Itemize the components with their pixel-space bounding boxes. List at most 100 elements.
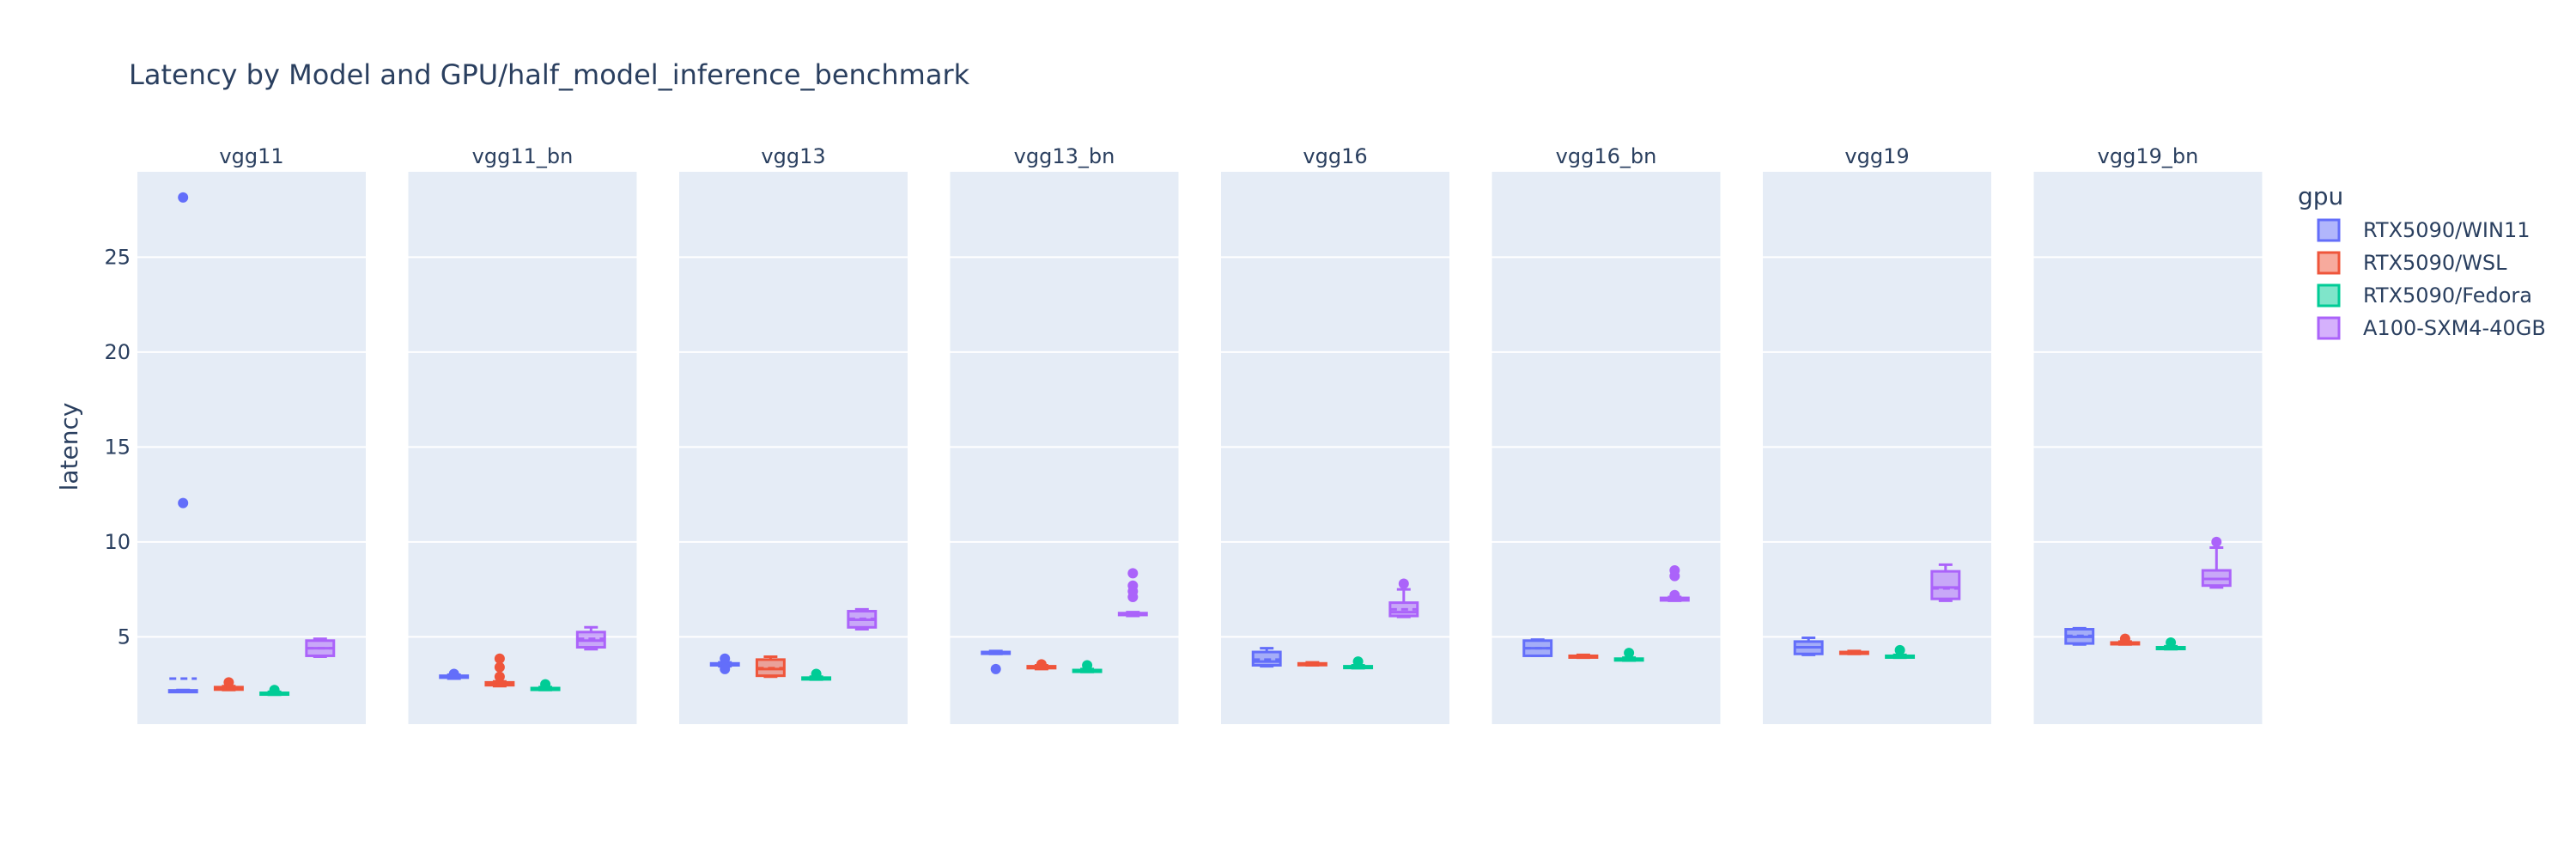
y-tick-label: 25 <box>104 245 131 269</box>
box <box>1343 656 1374 670</box>
panel-label: vgg19 <box>1844 144 1909 168</box>
box <box>167 192 198 694</box>
legend-swatch <box>2317 251 2341 275</box>
box-body <box>1930 570 1961 600</box>
legend-label: A100-SXM4-40GB <box>2363 316 2546 340</box>
outlier-point <box>494 671 505 682</box>
chart-title: Latency by Model and GPU/half_model_infe… <box>129 58 970 91</box>
legend-title: gpu <box>2298 182 2343 210</box>
facet-panel: vgg11 <box>137 144 366 724</box>
panel-label: vgg16 <box>1303 144 1367 168</box>
outlier-point <box>494 661 505 673</box>
box <box>2110 633 2141 646</box>
outlier-point <box>1036 659 1047 670</box>
y-axis-label: latency <box>55 403 83 491</box>
box <box>1568 653 1599 660</box>
box <box>1838 649 1869 655</box>
outlier-point <box>1127 580 1139 591</box>
legend-swatch <box>2317 218 2341 242</box>
box <box>2201 536 2232 589</box>
outlier-point <box>1624 648 1635 659</box>
outlier-point <box>1669 565 1680 576</box>
outlier-point <box>2166 637 2177 648</box>
outlier-point <box>1352 656 1364 667</box>
outlier-point <box>811 668 822 679</box>
box <box>1613 648 1644 662</box>
facet-panel: vgg13 <box>679 144 908 724</box>
outlier-point <box>448 668 459 679</box>
box <box>2155 637 2186 651</box>
legend: gpu RTX5090/WIN11 RTX5090/WSL RTX5090/Fedo… <box>2298 182 2546 340</box>
outlier-point <box>1082 660 1093 671</box>
y-tick-label: 15 <box>104 435 131 459</box>
facet-panels: vgg11 vgg11_bn vgg13 vgg13_bn vgg16 vgg16_bn v… <box>137 144 2263 724</box>
box <box>801 668 832 681</box>
outlier-point <box>720 663 731 674</box>
box <box>439 668 470 680</box>
y-tick-label: 5 <box>118 624 131 649</box>
box <box>1072 660 1103 673</box>
outlier-point <box>494 653 505 664</box>
box <box>484 653 515 688</box>
box <box>1251 647 1282 668</box>
outlier-point <box>1127 568 1139 579</box>
box <box>1297 661 1327 667</box>
legend-item: RTX5090/Fedora <box>2317 283 2532 308</box>
outlier-point <box>1894 644 1905 655</box>
box <box>2064 626 2095 646</box>
facet-panel: vgg11_bn <box>408 144 637 724</box>
box <box>1117 568 1148 618</box>
outlier-point <box>990 663 1001 674</box>
box <box>530 679 561 691</box>
outlier-point <box>2119 633 2130 644</box>
box <box>1522 638 1553 657</box>
box <box>847 607 878 631</box>
facet-panel: vgg16 <box>1221 144 1449 724</box>
legend-swatch <box>2317 316 2341 340</box>
panel-label: vgg19_bn <box>2098 144 2199 168</box>
box <box>1885 644 1916 660</box>
legend-label: RTX5090/Fedora <box>2363 283 2532 308</box>
legend-item: RTX5090/WIN11 <box>2317 218 2530 242</box>
panel-label: vgg16_bn <box>1556 144 1657 168</box>
facet-panel: vgg19 <box>1763 144 1991 724</box>
panel-background <box>1763 172 1991 724</box>
box <box>1026 659 1057 671</box>
box <box>213 677 244 691</box>
outlier-point <box>1398 578 1409 589</box>
legend-label: RTX5090/WIN11 <box>2363 218 2530 242</box>
facet-panel: vgg19_bn <box>2033 144 2263 724</box>
box <box>1793 636 1824 656</box>
y-tick-label: 10 <box>104 530 131 554</box>
panel-label: vgg11_bn <box>472 144 574 168</box>
panel-label: vgg13_bn <box>1014 144 1115 168</box>
box <box>575 625 606 651</box>
outlier-point <box>2211 536 2222 547</box>
box <box>259 685 290 697</box>
panel-background <box>679 172 908 724</box>
panel-label: vgg11 <box>219 144 283 168</box>
outlier-point <box>1669 589 1680 600</box>
panel-label: vgg13 <box>761 144 825 168</box>
outlier-point <box>178 497 189 509</box>
panel-background <box>1492 172 1721 724</box>
outlier-point <box>540 679 551 690</box>
legend-label: RTX5090/WSL <box>2363 251 2507 275</box>
legend-swatch <box>2317 283 2341 308</box>
facet-panel: vgg13_bn <box>950 144 1179 724</box>
outlier-point <box>178 192 189 203</box>
box <box>1930 563 1961 602</box>
outlier-point <box>269 685 280 696</box>
box <box>709 653 740 674</box>
legend-item: A100-SXM4-40GB <box>2317 316 2546 340</box>
box <box>755 655 786 679</box>
legend-item: RTX5090/WSL <box>2317 251 2507 275</box>
panel-background <box>137 172 366 724</box>
outlier-point <box>720 653 731 664</box>
box <box>981 649 1012 674</box>
box <box>305 637 336 659</box>
facet-panel: vgg16_bn <box>1492 144 1721 724</box>
panel-background <box>1221 172 1449 724</box>
box <box>1659 565 1690 602</box>
